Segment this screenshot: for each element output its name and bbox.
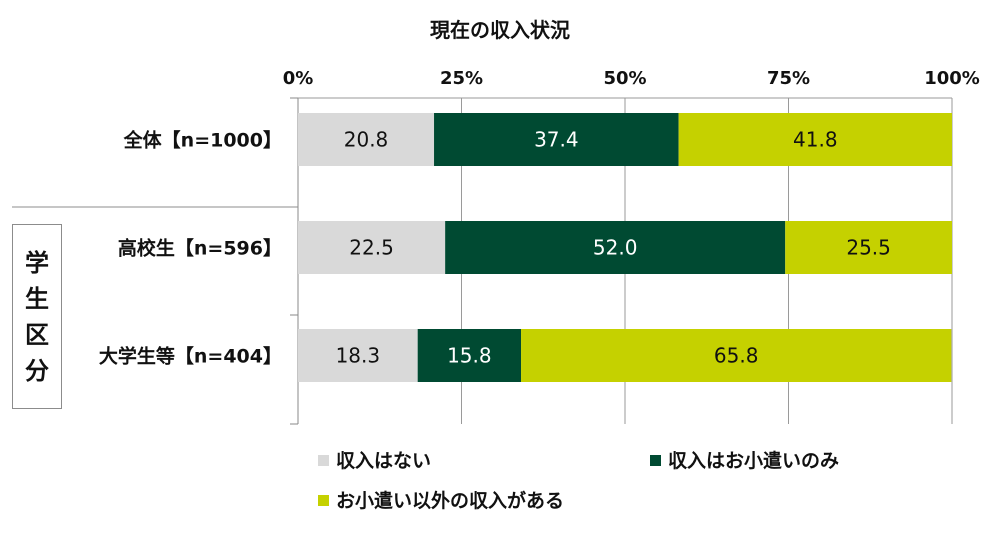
data-label-2-0: 18.3 [336, 344, 381, 368]
data-label-1-2: 25.5 [846, 236, 891, 260]
bar-segment-2-2 [521, 329, 952, 382]
bar-segment-2-1 [417, 329, 522, 382]
bar-segment-0-0 [298, 113, 435, 166]
data-label-0-0: 20.8 [344, 128, 389, 152]
data-label-1-0: 22.5 [349, 236, 394, 260]
legend-label-1: 収入はお小遣いのみ [668, 449, 839, 472]
category-label-2: 大学生等【n=404】 [99, 345, 282, 368]
data-label-0-1: 37.4 [534, 128, 579, 152]
group-box-student-category: 学生区分 [12, 224, 62, 409]
group-label-char-3: 分 [25, 356, 49, 385]
bar-segment-0-1 [434, 113, 679, 166]
legend-swatch-1 [650, 455, 661, 466]
data-label-1-1: 52.0 [593, 236, 638, 260]
legend-swatch-2 [318, 495, 329, 506]
data-label-2-1: 15.8 [447, 344, 492, 368]
chart-title: 現在の収入状況 [430, 18, 570, 42]
legend-label-0: 収入はない [336, 450, 431, 472]
category-label-1: 高校生【n=596】 [118, 237, 282, 260]
data-label-0-2: 41.8 [793, 128, 838, 152]
group-label-char-2: 区 [25, 320, 49, 349]
category-label-0: 全体【n=1000】 [123, 129, 282, 152]
bar-segment-2-0 [298, 329, 418, 382]
group-label-student-category: 学生区分 [13, 225, 61, 408]
bar-segment-1-0 [298, 221, 446, 274]
data-label-2-2: 65.8 [714, 344, 759, 368]
bar-segment-0-2 [678, 113, 952, 166]
bar-segment-1-2 [785, 221, 952, 274]
group-label-char-1: 生 [25, 284, 49, 313]
legend-label-2: お小遣い以外の収入がある [336, 489, 564, 512]
x-tick-label-2: 50% [603, 68, 646, 89]
x-tick-label-3: 75% [767, 68, 810, 89]
legend-swatch-0 [318, 455, 329, 466]
bar-segment-1-1 [445, 221, 786, 274]
x-tick-label-0: 0% [283, 68, 314, 89]
x-tick-label-4: 100% [924, 68, 980, 89]
x-tick-label-1: 25% [440, 68, 483, 89]
group-label-char-0: 学 [25, 248, 49, 277]
